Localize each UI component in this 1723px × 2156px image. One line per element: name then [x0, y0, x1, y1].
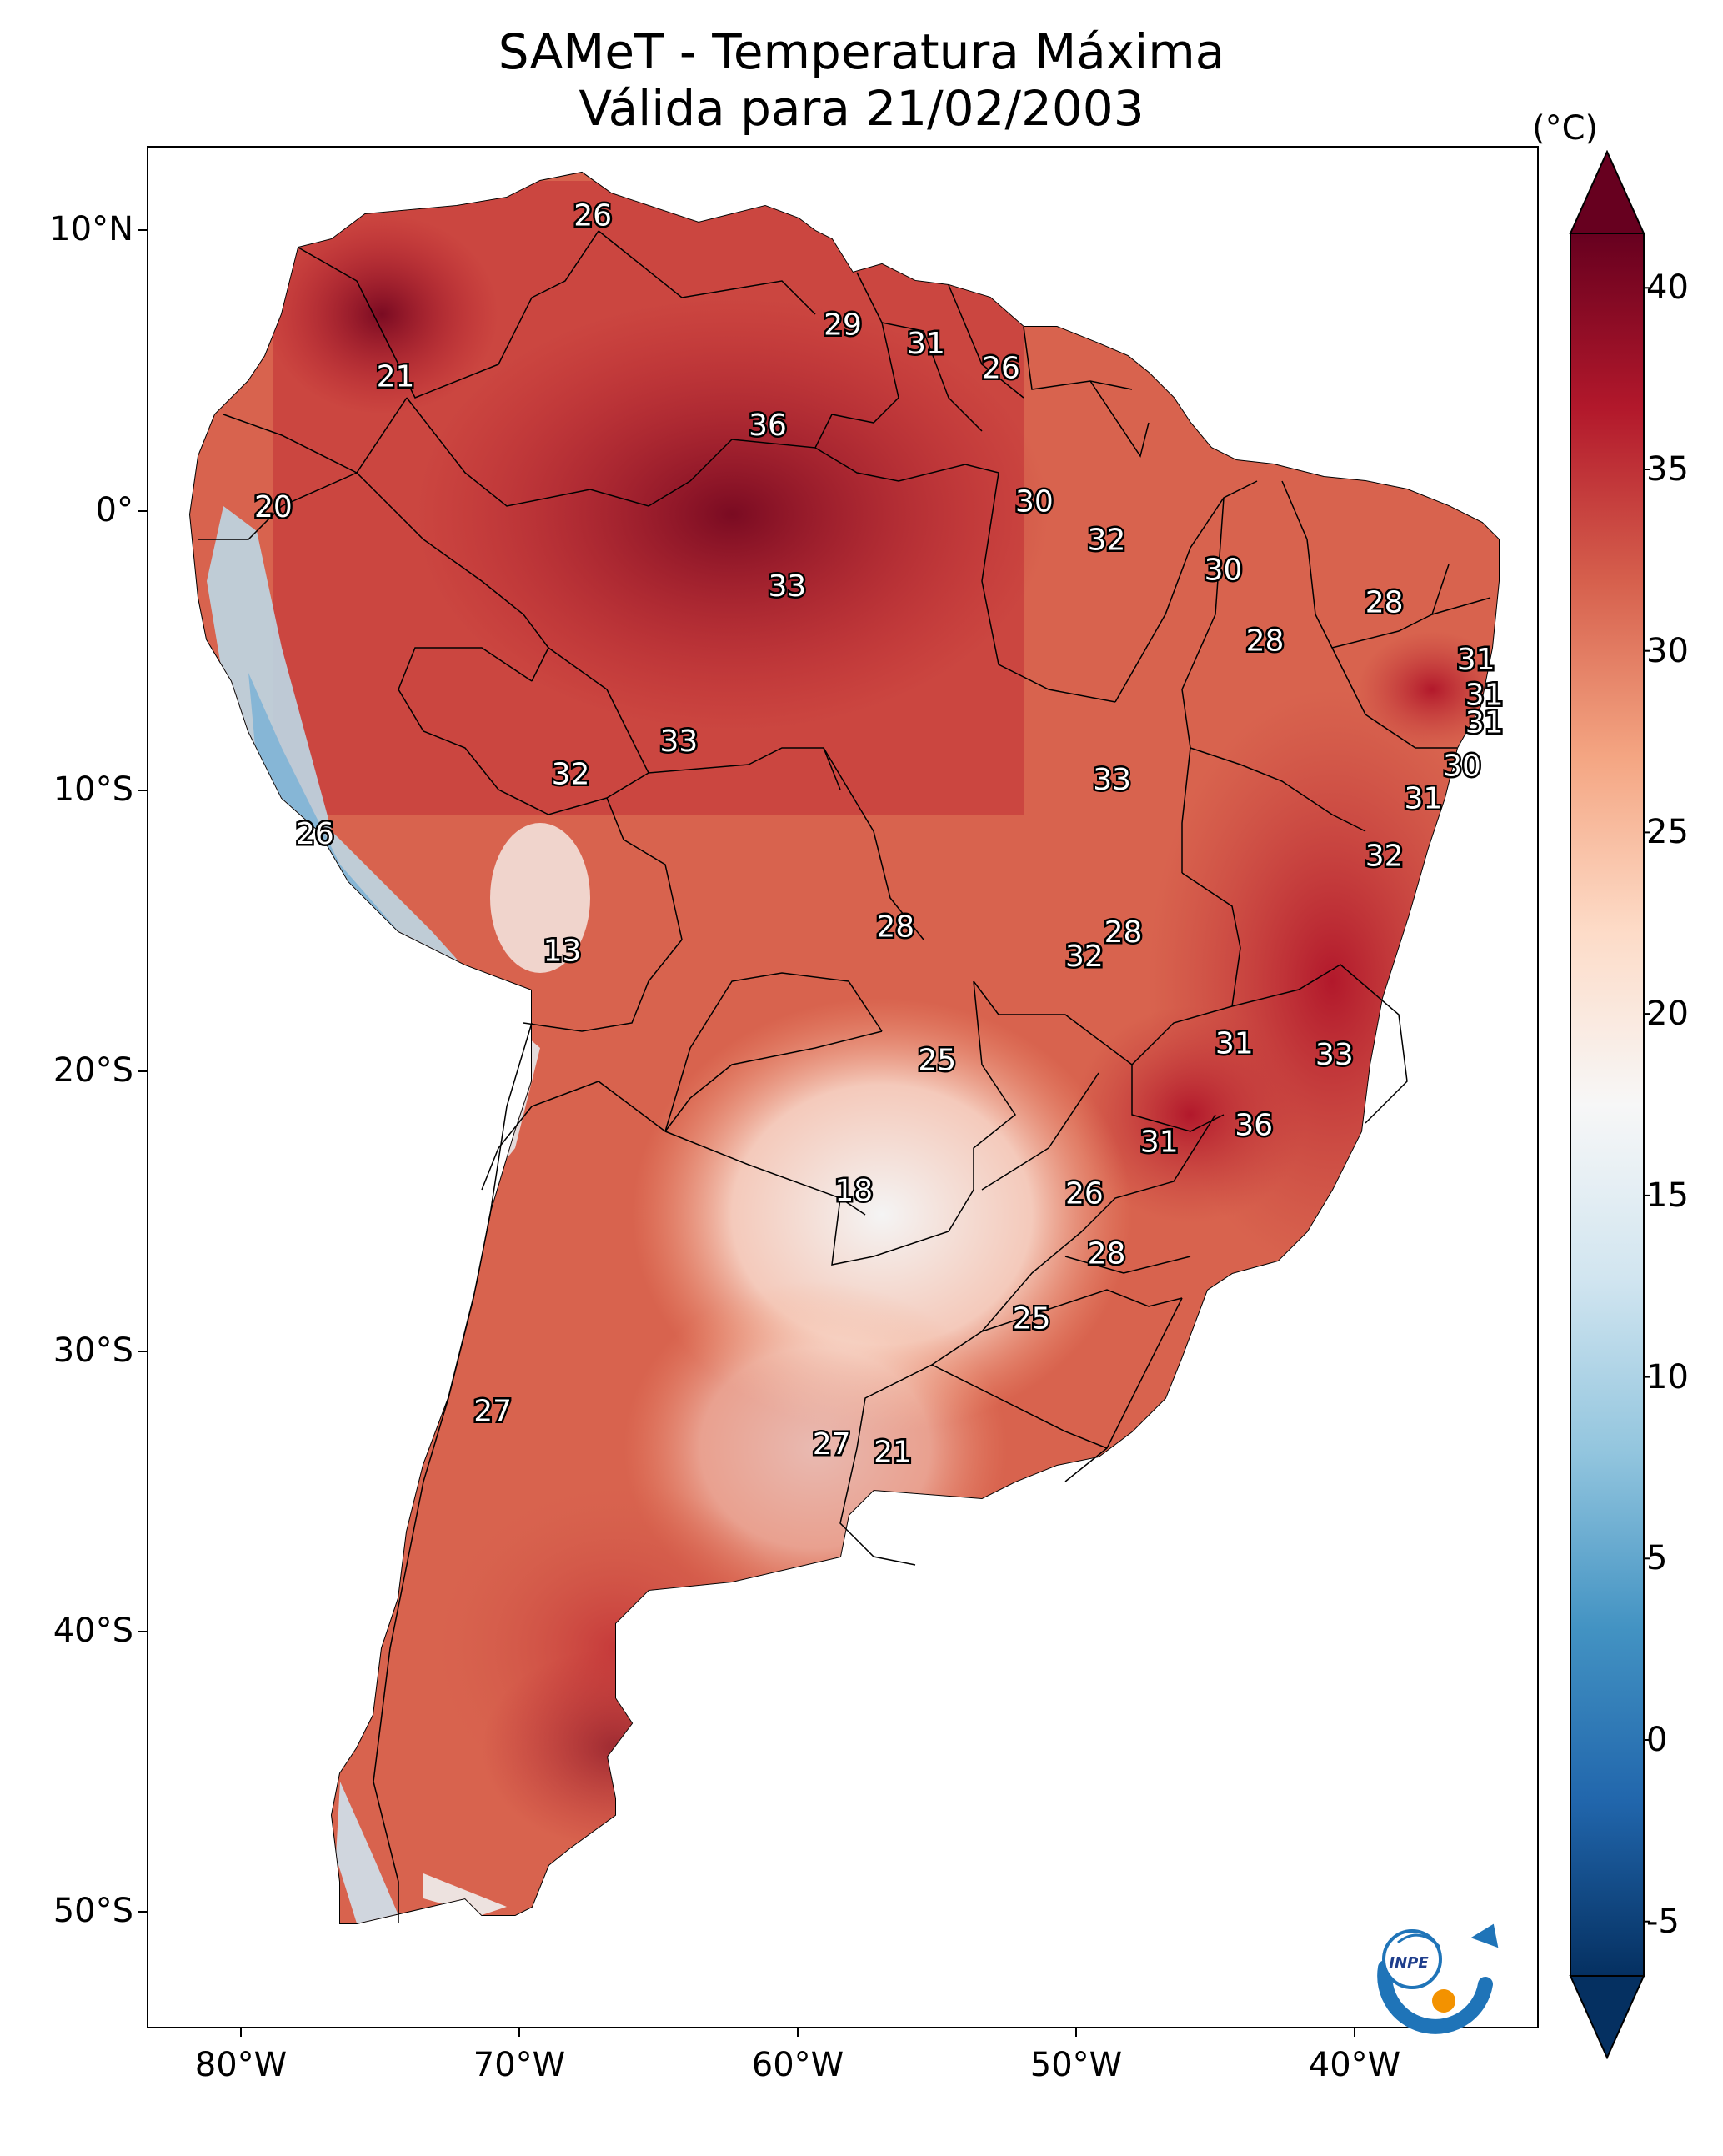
- lon-label-60w: 60°W: [751, 2046, 844, 2084]
- chart-subtitle: Válida para 21/02/2003: [579, 80, 1144, 137]
- lat-tick: [138, 1911, 147, 1913]
- station-value-4: 21: [377, 359, 415, 394]
- chart-title: SAMeT - Temperatura Máxima: [498, 23, 1225, 80]
- colorbar-min-arrow: [1569, 1975, 1645, 2059]
- station-value-24: 28: [1104, 915, 1143, 950]
- lon-label-80w: 80°W: [194, 2046, 288, 2084]
- colorbar: [1569, 150, 1650, 2059]
- station-value-15: 31: [1465, 705, 1504, 740]
- colorbar-tick-label: -5: [1646, 1902, 1680, 1941]
- lon-tick: [1075, 2028, 1077, 2037]
- station-value-17: 30: [1443, 750, 1481, 784]
- colorbar-tick-label: 5: [1646, 1539, 1668, 1578]
- station-value-37: 27: [813, 1427, 851, 1462]
- station-value-2: 31: [907, 327, 945, 361]
- station-value-25: 13: [543, 935, 582, 969]
- lon-label-40w: 40°W: [1308, 2046, 1401, 2084]
- lat-label-30s: 30°S: [53, 1331, 133, 1370]
- station-value-10: 33: [768, 569, 806, 604]
- temperature-field: [190, 173, 1499, 1923]
- colorbar-tick-label: 25: [1646, 813, 1689, 852]
- station-value-14: 31: [1465, 679, 1504, 713]
- lon-tick: [1354, 2028, 1355, 2037]
- lat-label-50s: 50°S: [53, 1892, 133, 1930]
- lat-label-20s: 20°S: [53, 1051, 133, 1090]
- station-value-16: 33: [659, 725, 698, 759]
- colorbar-tick-label: 0: [1646, 1721, 1668, 1759]
- station-value-34: 28: [1088, 1236, 1126, 1271]
- inpe-logo: INPE: [1377, 1923, 1499, 2034]
- lon-label-50w: 50°W: [1029, 2046, 1123, 2084]
- colorbar-tick-label: 10: [1646, 1357, 1689, 1396]
- colorbar-tick-label: 15: [1646, 1176, 1689, 1215]
- lat-tick: [138, 790, 147, 791]
- station-value-27: 31: [1215, 1027, 1254, 1061]
- colorbar-unit: (°C): [1532, 109, 1599, 148]
- station-value-31: 31: [1140, 1125, 1179, 1159]
- lon-tick: [240, 2028, 242, 2037]
- lat-tick: [138, 510, 147, 512]
- lat-tick: [138, 1351, 147, 1352]
- station-value-21: 26: [296, 817, 334, 851]
- station-value-32: 18: [834, 1174, 873, 1208]
- logo-text: INPE: [1389, 1954, 1429, 1972]
- lon-tick: [518, 2028, 520, 2037]
- lat-label-10s: 10°S: [53, 770, 133, 809]
- station-value-30: 36: [1235, 1109, 1273, 1143]
- station-value-22: 32: [1365, 839, 1404, 873]
- station-value-20: 31: [1404, 782, 1442, 816]
- colorbar-tick-label: 30: [1646, 631, 1689, 670]
- colorbar-max-arrow: [1569, 150, 1645, 234]
- station-value-33: 26: [1065, 1176, 1104, 1211]
- station-value-1: 29: [824, 308, 862, 342]
- station-value-35: 25: [1013, 1302, 1051, 1336]
- station-value-13: 31: [1457, 643, 1495, 677]
- lat-tick: [138, 1631, 147, 1632]
- lon-label-70w: 70°W: [473, 2046, 566, 2084]
- station-value-0: 26: [573, 199, 612, 233]
- station-value-23: 28: [876, 910, 914, 944]
- station-value-12: 28: [1246, 624, 1285, 658]
- colorbar-tick-label: 20: [1646, 995, 1689, 1034]
- station-value-7: 30: [1015, 485, 1054, 519]
- station-value-3: 26: [982, 352, 1020, 386]
- colorbar-tick-label: 35: [1646, 450, 1689, 489]
- country-borders: [198, 230, 1491, 1923]
- station-value-6: 20: [254, 490, 293, 524]
- station-value-19: 33: [1093, 763, 1131, 797]
- station-value-9: 30: [1205, 553, 1243, 587]
- lat-tick: [138, 1070, 147, 1072]
- station-value-38: 21: [874, 1436, 912, 1470]
- station-value-5: 36: [749, 409, 787, 443]
- lon-tick: [797, 2028, 799, 2037]
- map-panel: 26 29 31 26 21 36 20 30 32 30 33 28 28 31 31 31 33 30 32 33…: [147, 146, 1539, 2028]
- lat-label-40s: 40°S: [53, 1612, 133, 1650]
- station-value-26: 32: [1065, 940, 1104, 974]
- station-value-29: 25: [918, 1043, 956, 1077]
- colorbar-gradient: [1570, 233, 1645, 1977]
- station-value-36: 27: [473, 1395, 512, 1429]
- station-value-11: 28: [1365, 586, 1404, 620]
- colorbar-tick-label: 40: [1646, 268, 1689, 308]
- station-value-18: 32: [552, 757, 590, 791]
- lat-label-0: 0°: [95, 491, 133, 529]
- lat-tick: [138, 229, 147, 231]
- station-value-28: 33: [1315, 1038, 1354, 1072]
- station-value-8: 32: [1088, 523, 1126, 557]
- lat-label-10n: 10°N: [49, 210, 133, 248]
